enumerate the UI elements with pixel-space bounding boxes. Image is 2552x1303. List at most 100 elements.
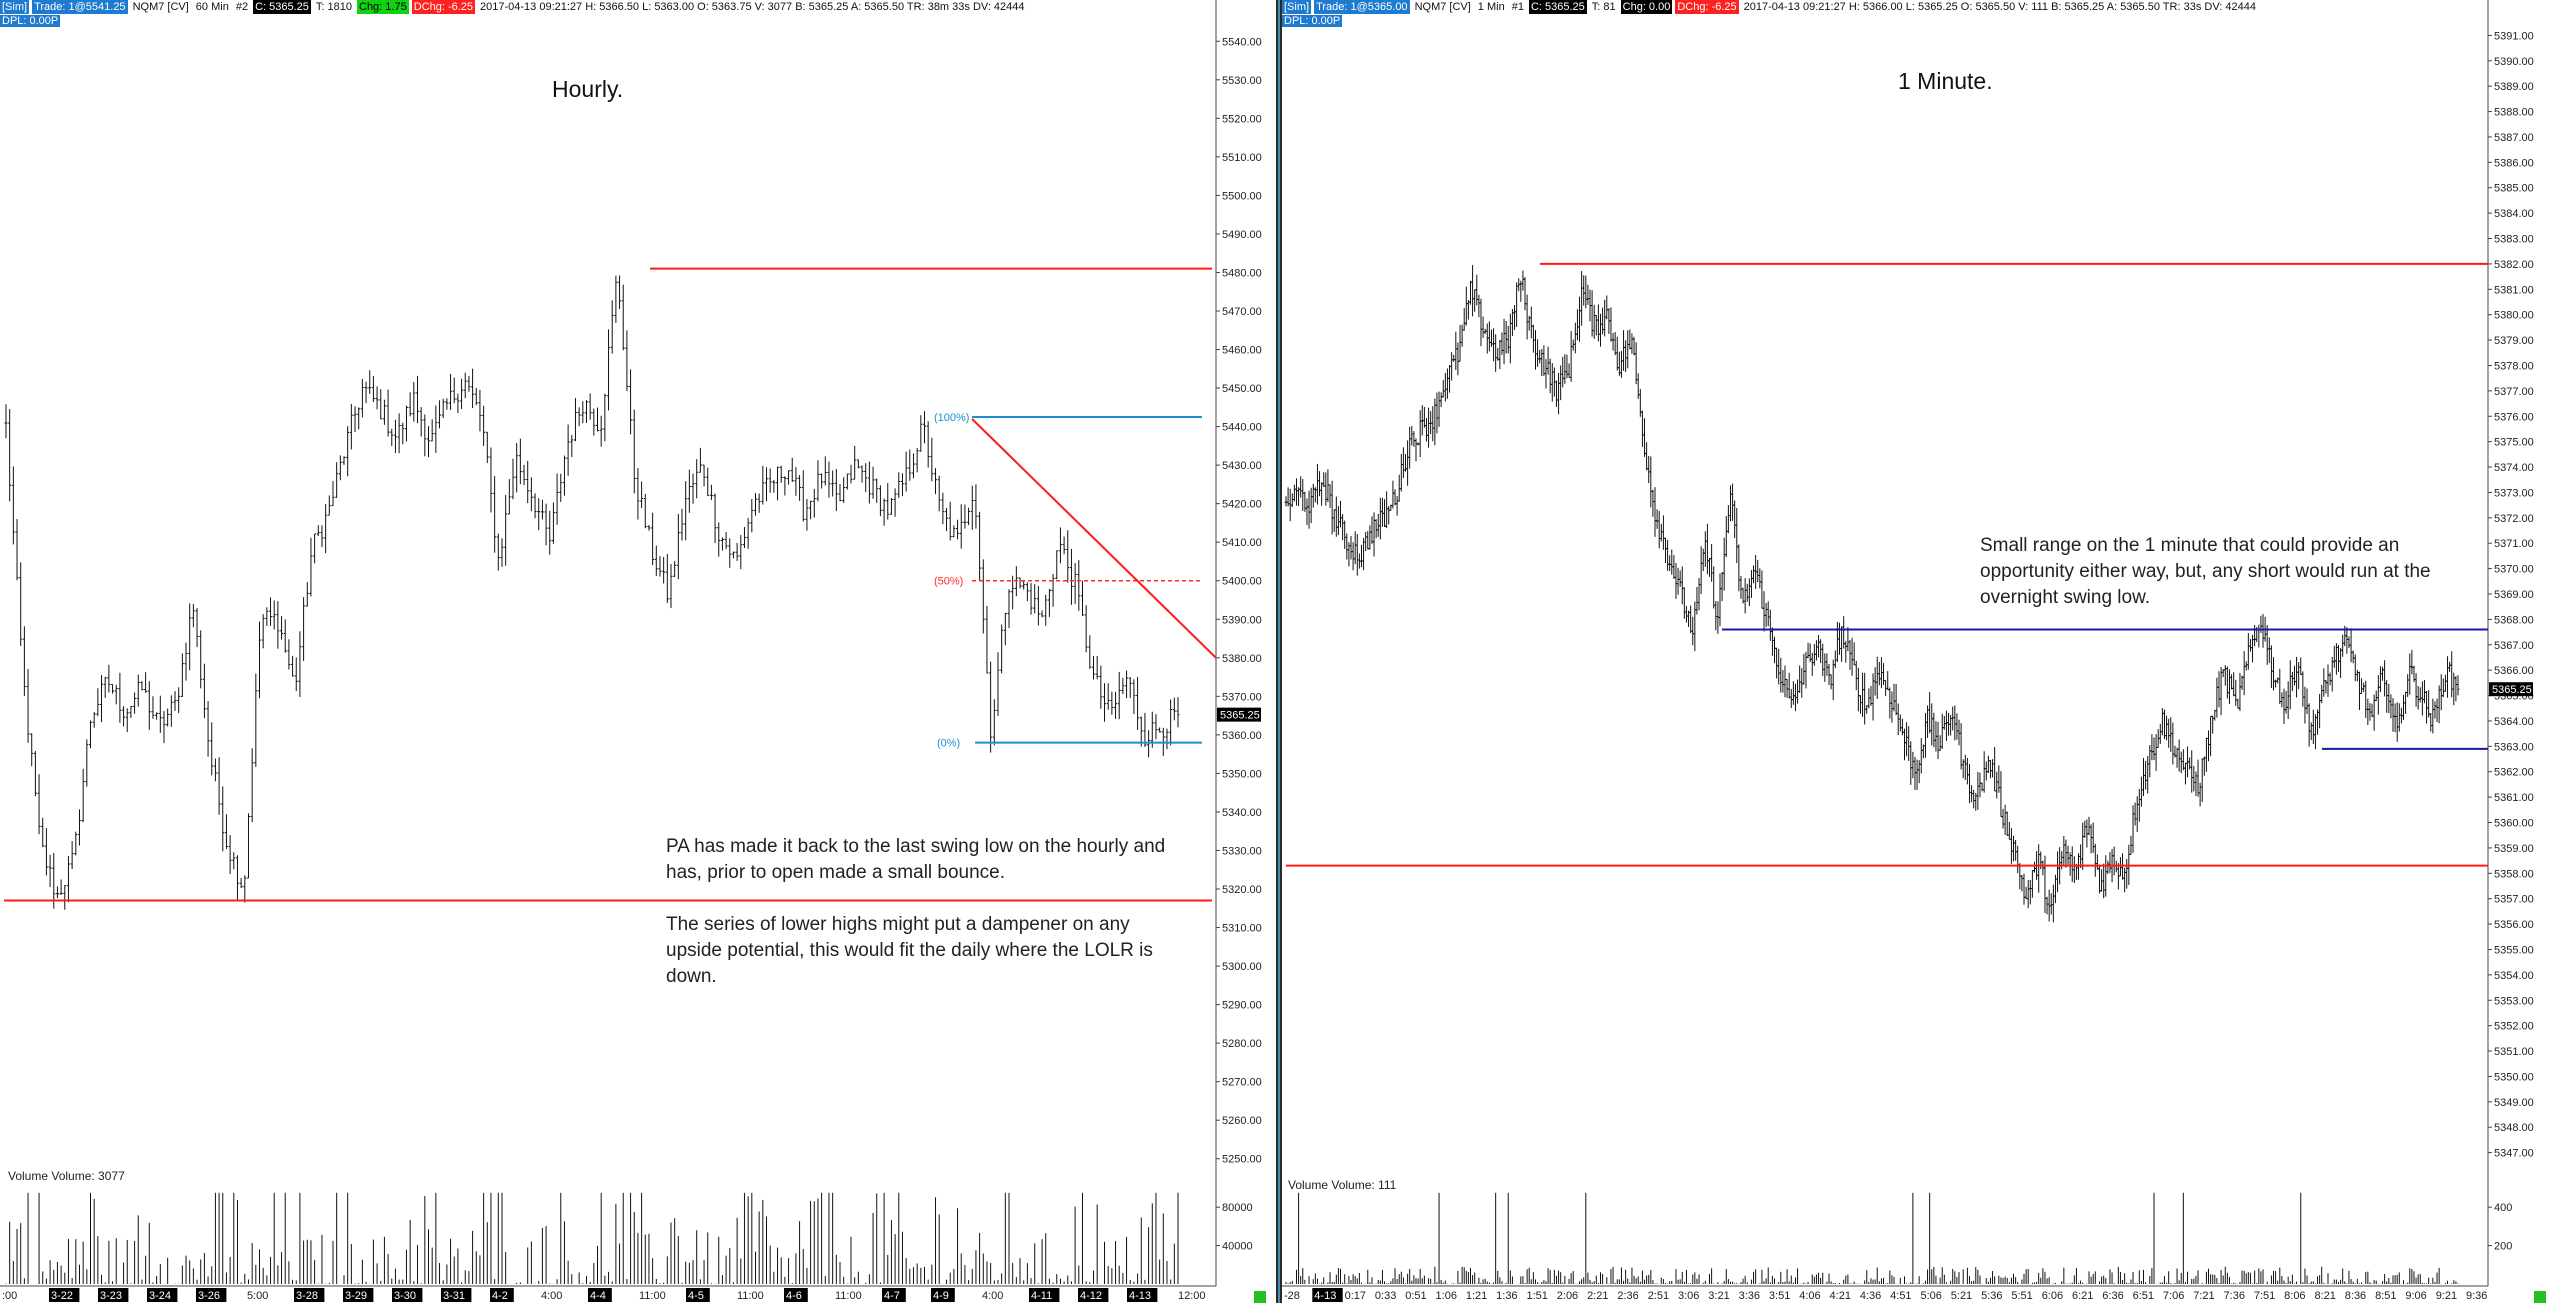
one-minute-time-label: 7:36	[2224, 1290, 2245, 1302]
hourly-time-label: 3-30	[394, 1290, 416, 1302]
one-minute-time-label: 1:06	[1436, 1290, 1457, 1302]
hourly-price-tick-label: 5390.00	[1222, 614, 1262, 626]
one-minute-time-label: 5:36	[1981, 1290, 2002, 1302]
one-minute-chart-canvas[interactable]: 5347.00 5348.00 5349.00 5350.00 5351.00 5352.…	[1282, 0, 2552, 1303]
hourly-time-label-box	[49, 1288, 80, 1302]
one-minute-time-label: 9:36	[2466, 1290, 2487, 1302]
one-minute-price-tick-label: 5351.00	[2494, 1046, 2534, 1058]
one-minute-price-tick-label: 5350.00	[2494, 1071, 2534, 1083]
hourly-price-tick-label: 5300.00	[1222, 961, 1262, 973]
one-minute-chart-pane[interactable]: [Sim] Trade: 1@5365.00 NQM7 [CV] 1 Min #1 C: …	[1282, 0, 2552, 1303]
one-minute-price-tick-label: 5376.00	[2494, 411, 2534, 423]
one-minute-time-label: 2:21	[1587, 1290, 1608, 1302]
hourly-price-tick-label: 5320.00	[1222, 884, 1262, 896]
hourly-price-tick-label: 5460.00	[1222, 345, 1262, 357]
one-minute-time-label: 6:21	[2072, 1290, 2093, 1302]
hourly-time-label: 3-31	[443, 1290, 465, 1302]
hourly-corner-marker	[1254, 1291, 1266, 1303]
one-minute-price-tick-label: 5348.00	[2494, 1122, 2534, 1134]
hourly-price-tick-label: 5410.00	[1222, 537, 1262, 549]
hourly-price-tick-label: 5380.00	[1222, 653, 1262, 665]
hourly-dpl-row: DPL: 0.00P	[0, 14, 61, 28]
hourly-price-tick-label: 5490.00	[1222, 229, 1262, 241]
hourly-last-price-label: 5365.25	[1220, 710, 1260, 722]
one-minute-price-tick-label: 5379.00	[2494, 335, 2534, 347]
hourly-time-label: 11:00	[737, 1290, 764, 1302]
one-minute-time-label: 7:21	[2193, 1290, 2214, 1302]
one-minute-time-label: 0:17	[1345, 1290, 1366, 1302]
hourly-price-tick-label: 5280.00	[1222, 1038, 1262, 1050]
one-minute-price-tick-label: 5387.00	[2494, 132, 2534, 144]
hourly-dpl-label: DPL: 0.00P	[0, 15, 61, 27]
one-minute-price-tick-label: 5357.00	[2494, 894, 2534, 906]
hourly-label-fib-0: (0%)	[937, 738, 960, 750]
hourly-time-label-box	[588, 1288, 612, 1302]
one-minute-price-tick-label: 5369.00	[2494, 589, 2534, 601]
hourly-time-label-box	[784, 1288, 808, 1302]
one-minute-header-field-3: 1 Min	[1477, 1, 1505, 13]
hourly-time-label: 12:00	[1178, 1290, 1206, 1302]
hourly-time-label: 4:00	[982, 1290, 1003, 1302]
hourly-price-tick-label: 5360.00	[1222, 730, 1262, 742]
one-minute-corner-marker	[2534, 1291, 2546, 1303]
hourly-price-tick-label: 5420.00	[1222, 499, 1262, 511]
hourly-price-tick-label: 5250.00	[1222, 1154, 1262, 1166]
one-minute-price-tick-label: 5364.00	[2494, 716, 2534, 728]
one-minute-price-tick-label: 5359.00	[2494, 843, 2534, 855]
hourly-volume-tick-label: 40000	[1222, 1241, 1253, 1253]
one-minute-time-label: 8:21	[2314, 1290, 2335, 1302]
one-minute-time-label: 4:36	[1860, 1290, 1881, 1302]
one-minute-volume-tick-label: 400	[2494, 1202, 2512, 1214]
hourly-price-tick-label: 5470.00	[1222, 306, 1262, 318]
hourly-time-label-box	[1029, 1288, 1060, 1302]
hourly-header-field-3: 60 Min	[195, 1, 229, 13]
pane-divider[interactable]	[1276, 0, 1282, 1303]
hourly-time-label-box	[294, 1288, 325, 1302]
hourly-header-field-2: NQM7 [CV]	[132, 1, 189, 13]
hourly-header-field-6: T: 1810	[315, 1, 352, 13]
hourly-label-fib-50: (50%)	[934, 576, 963, 588]
hourly-price-tick-label: 5290.00	[1222, 1000, 1262, 1012]
one-minute-time-label: 1:21	[1466, 1290, 1487, 1302]
one-minute-price-tick-label: 5380.00	[2494, 310, 2534, 322]
hourly-price-tick-label: 5330.00	[1222, 845, 1262, 857]
one-minute-price-tick-label: 5377.00	[2494, 386, 2534, 398]
hourly-time-label: 4-6	[786, 1290, 802, 1302]
one-minute-price-tick-label: 5373.00	[2494, 487, 2534, 499]
one-minute-time-label: 8:36	[2345, 1290, 2366, 1302]
one-minute-header-field-6: T: 81	[1591, 1, 1616, 13]
hourly-chart-canvas[interactable]: 5250.00 5260.00 5270.00 5280.00 5290.00 5300.…	[0, 0, 1276, 1303]
one-minute-price-tick-label: 5386.00	[2494, 157, 2534, 169]
one-minute-time-label: 4:51	[1890, 1290, 1911, 1302]
hourly-trendline	[971, 418, 1217, 659]
one-minute-time-label: 2:06	[1557, 1290, 1578, 1302]
hourly-time-label: 4-2	[492, 1290, 508, 1302]
hourly-chart-pane[interactable]: [Sim] Trade: 1@5541.25 NQM7 [CV] 60 Min #2 C:…	[0, 0, 1276, 1303]
hourly-header-field-5: C: 5365.25	[253, 0, 311, 14]
one-minute-last-price-badge	[2489, 682, 2533, 697]
hourly-price-tick-label: 5270.00	[1222, 1077, 1262, 1089]
one-minute-chart-header: [Sim] Trade: 1@5365.00 NQM7 [CV] 1 Min #1 C: …	[1282, 0, 2261, 14]
hourly-volume-tick-label: 80000	[1222, 1202, 1253, 1214]
hourly-price-tick-label: 5510.00	[1222, 152, 1262, 164]
hourly-time-label: 4-13	[1129, 1290, 1151, 1302]
hourly-price-tick-label: 5350.00	[1222, 768, 1262, 780]
hourly-time-label: 4-12	[1080, 1290, 1102, 1302]
one-minute-header-field-2: NQM7 [CV]	[1414, 1, 1471, 13]
hourly-price-tick-label: 5530.00	[1222, 75, 1262, 87]
one-minute-header-field-1: Trade: 1@5365.00	[1314, 0, 1410, 14]
hourly-time-label: 3-29	[345, 1290, 367, 1302]
one-minute-time-label: 7:06	[2163, 1290, 2184, 1302]
one-minute-price-tick-label: 5349.00	[2494, 1097, 2534, 1109]
one-minute-dpl-label: DPL: 0.00P	[1282, 15, 1343, 27]
hourly-label-fib-100: (100%)	[934, 412, 969, 424]
hourly-price-tick-label: 5480.00	[1222, 267, 1262, 279]
hourly-time-label: 4-11	[1031, 1290, 1052, 1302]
hourly-price-tick-label: 5430.00	[1222, 460, 1262, 472]
hourly-header-field-4: #2	[235, 1, 249, 13]
one-minute-price-tick-label: 5378.00	[2494, 360, 2534, 372]
hourly-time-label-box	[343, 1288, 374, 1302]
hourly-chart-title: Hourly.	[552, 76, 624, 102]
hourly-time-label: 4:00	[541, 1290, 562, 1302]
one-minute-header-field-0: [Sim]	[1282, 0, 1312, 14]
